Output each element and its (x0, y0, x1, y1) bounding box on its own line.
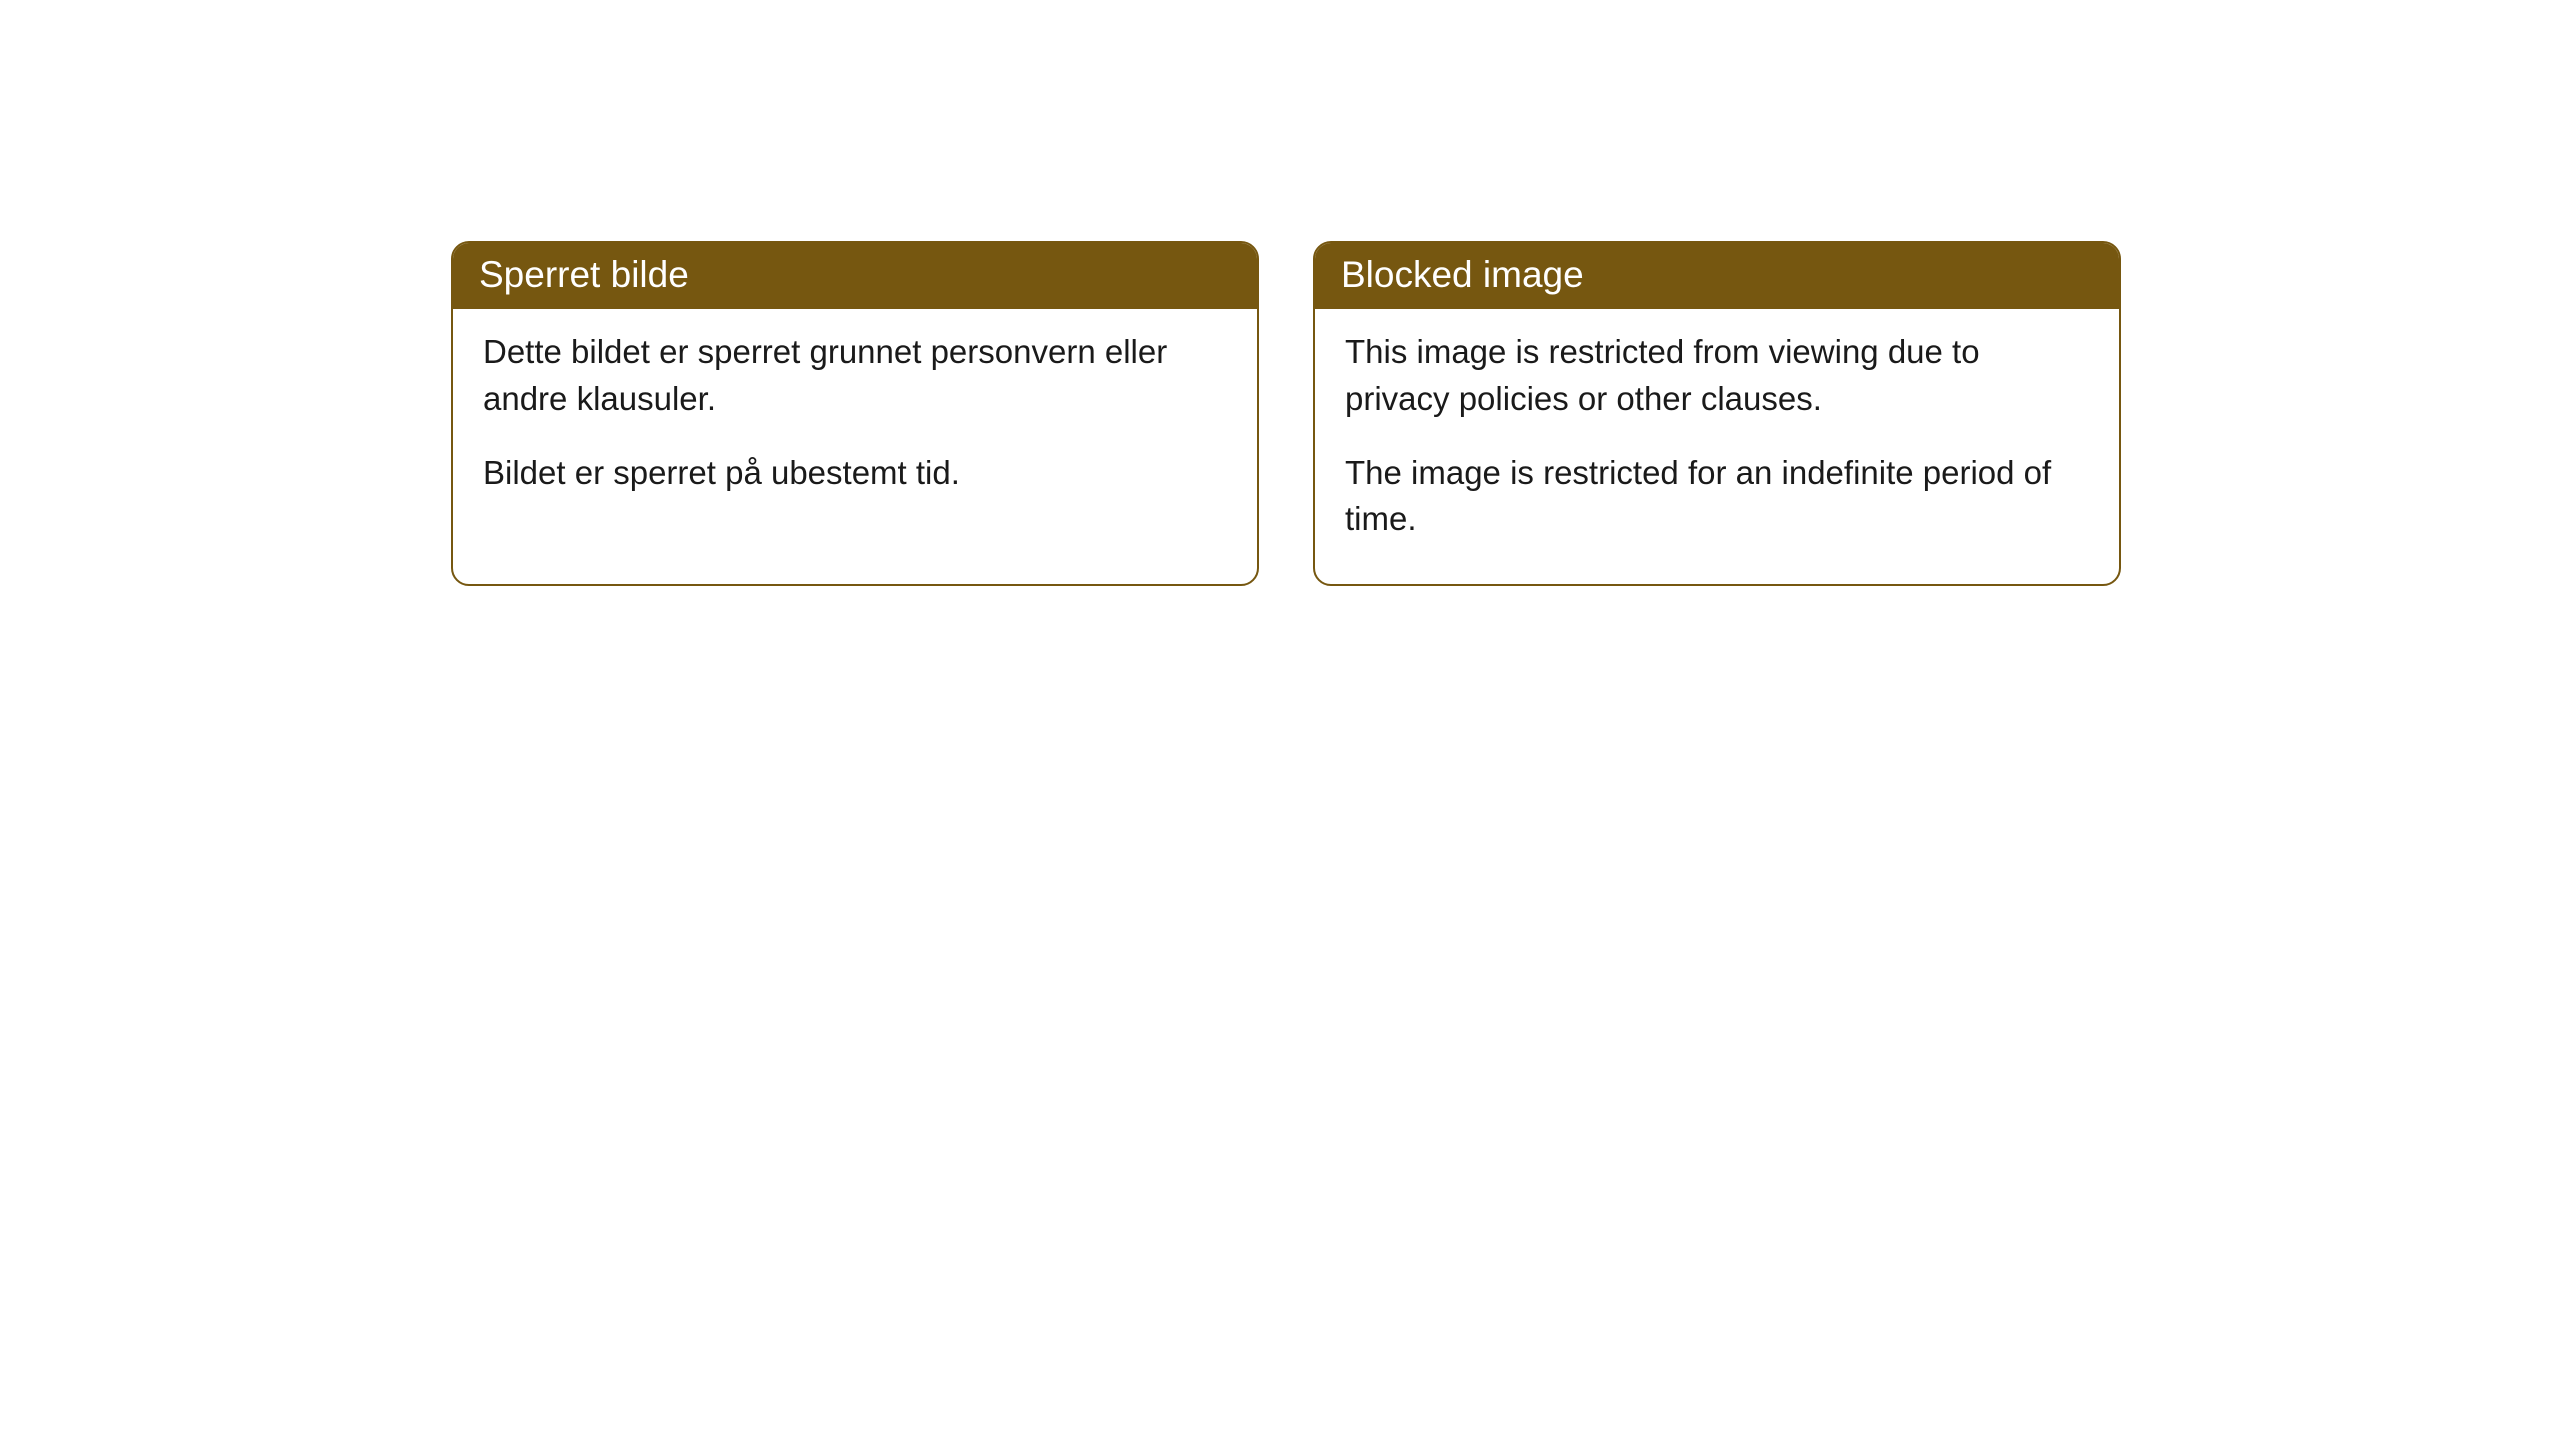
card-text-norwegian-p2: Bildet er sperret på ubestemt tid. (483, 450, 1227, 496)
blocked-image-card-norwegian: Sperret bilde Dette bildet er sperret gr… (451, 241, 1259, 586)
card-text-english-p2: The image is restricted for an indefinit… (1345, 450, 2089, 542)
blocked-image-card-english: Blocked image This image is restricted f… (1313, 241, 2121, 586)
card-text-english-p1: This image is restricted from viewing du… (1345, 329, 2089, 421)
card-text-norwegian-p1: Dette bildet er sperret grunnet personve… (483, 329, 1227, 421)
card-header-english: Blocked image (1315, 243, 2119, 309)
notice-cards-container: Sperret bilde Dette bildet er sperret gr… (451, 241, 2121, 586)
card-header-norwegian: Sperret bilde (453, 243, 1257, 309)
card-body-norwegian: Dette bildet er sperret grunnet personve… (453, 309, 1257, 538)
card-body-english: This image is restricted from viewing du… (1315, 309, 2119, 584)
